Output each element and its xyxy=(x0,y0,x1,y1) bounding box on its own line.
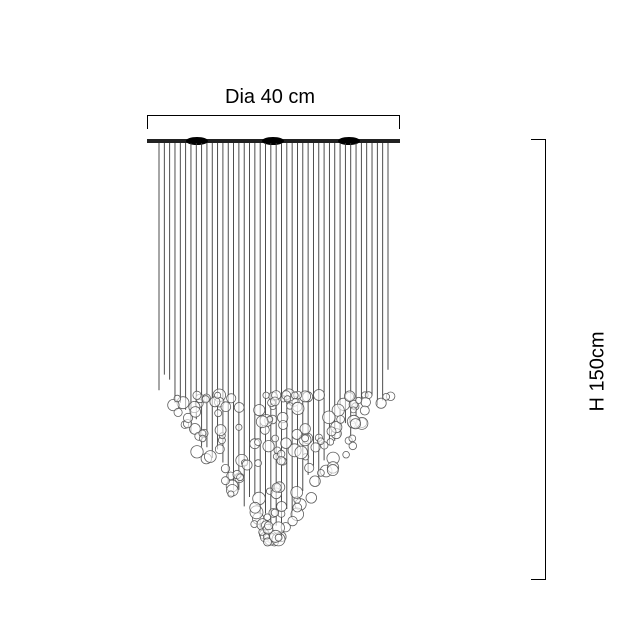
strands xyxy=(159,143,388,536)
chandelier-diagram xyxy=(0,0,640,640)
